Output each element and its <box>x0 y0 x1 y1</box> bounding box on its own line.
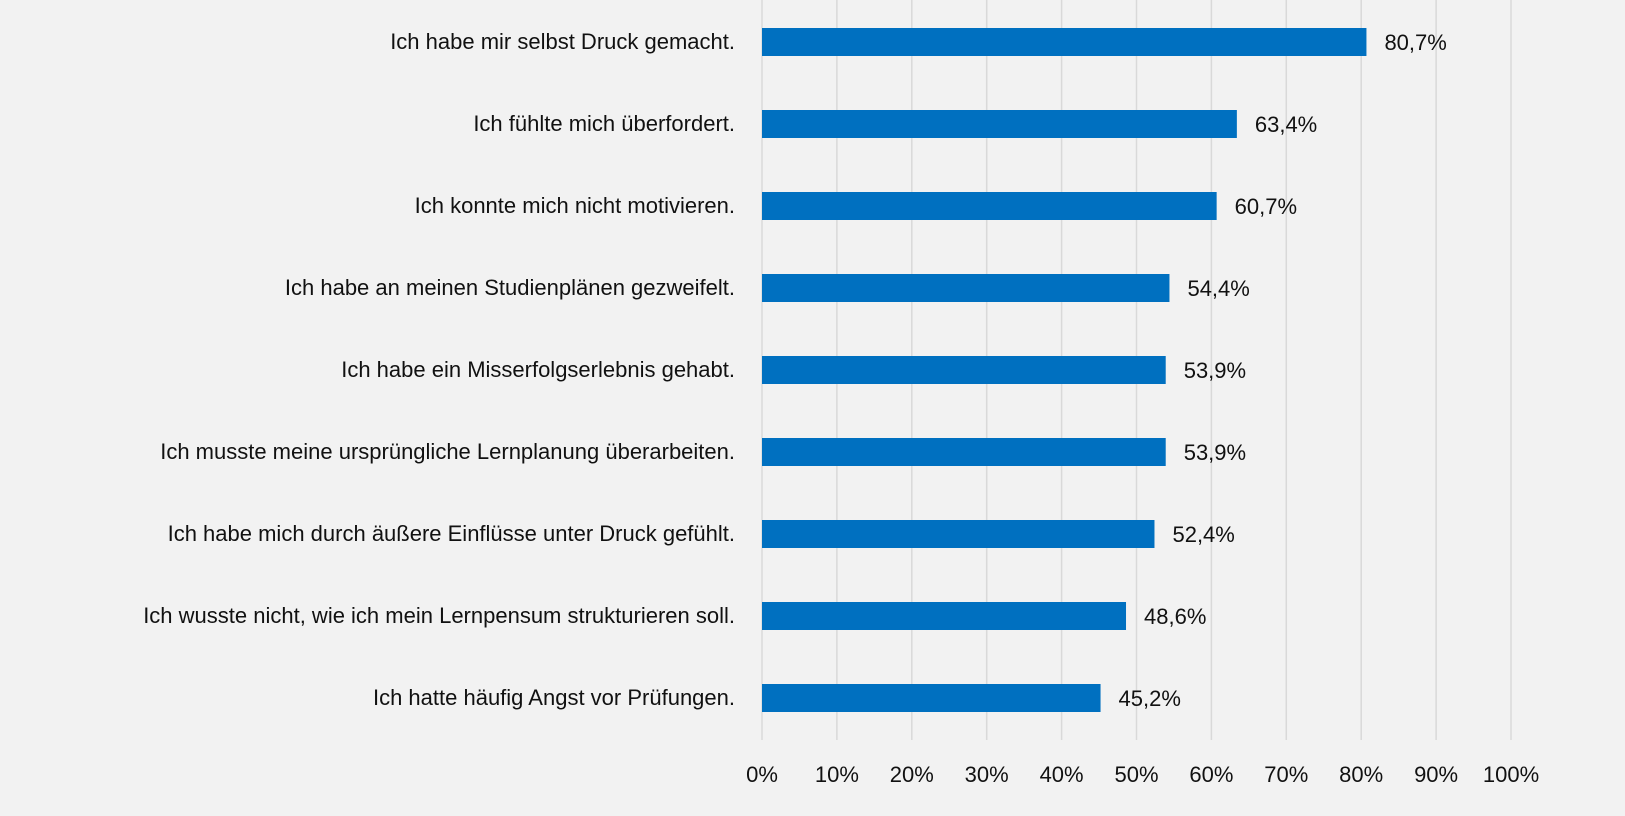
category-text: Ich wusste nicht, wie ich mein Lernpensu… <box>143 603 735 628</box>
x-tick-label: 60% <box>1189 762 1233 787</box>
data-label: 53,9% <box>1184 358 1246 383</box>
bar <box>762 438 1166 466</box>
x-tick-label: 30% <box>965 762 1009 787</box>
x-tick-label: 10% <box>815 762 859 787</box>
y-tick-label: Ich habe mir selbst Druck gemacht. <box>0 27 735 57</box>
x-tick-label: 90% <box>1414 762 1458 787</box>
category-text: Ich habe mir selbst Druck gemacht. <box>390 29 735 54</box>
x-tick-label: 70% <box>1264 762 1308 787</box>
data-label: 60,7% <box>1235 194 1297 219</box>
x-tick-label: 20% <box>890 762 934 787</box>
bar <box>762 192 1217 220</box>
bar <box>762 28 1367 56</box>
category-text: Ich hatte häufig Angst vor Prüfungen. <box>372 685 735 710</box>
data-label: 53,9% <box>1184 440 1246 465</box>
data-label: 48,6% <box>1144 604 1206 629</box>
y-tick-label: Ich konnte mich nicht motivieren. <box>0 191 735 221</box>
data-label: 63,4% <box>1255 112 1317 137</box>
category-text: Ich fühlte mich überfordert. <box>473 111 735 136</box>
data-label: 45,2% <box>1119 686 1181 711</box>
data-label: 80,7% <box>1384 30 1446 55</box>
y-tick-label: Ich habe ein Misserfolgserlebnis gehabt. <box>0 355 735 385</box>
data-label: 52,4% <box>1172 522 1234 547</box>
y-tick-label: Ich hatte häufig Angst vor Prüfungen. <box>0 683 735 713</box>
x-tick-label: 40% <box>1040 762 1084 787</box>
data-label: 54,4% <box>1187 276 1249 301</box>
category-text: Ich habe an meinen Studienplänen gezweif… <box>284 275 735 300</box>
y-tick-label: Ich fühlte mich überfordert. <box>0 109 735 139</box>
category-text: Ich habe ein Misserfolgserlebnis gehabt. <box>341 357 735 382</box>
category-text: Ich habe mich durch äußere Einflüsse unt… <box>167 521 735 546</box>
bar <box>762 274 1170 302</box>
x-tick-label: 0% <box>746 762 778 787</box>
x-tick-label: 100% <box>1483 762 1539 787</box>
bar <box>762 110 1237 138</box>
x-tick-label: 80% <box>1339 762 1383 787</box>
y-tick-label: Ich wusste nicht, wie ich mein Lernpensu… <box>0 601 735 631</box>
y-tick-label: Ich habe an meinen Studienplänen gezweif… <box>0 273 735 303</box>
y-tick-label: Ich musste meine ursprüngliche Lernplanu… <box>0 437 735 467</box>
bar <box>762 602 1127 630</box>
bar <box>762 684 1101 712</box>
category-text: Ich musste meine ursprüngliche Lernplanu… <box>160 439 735 464</box>
bar <box>762 356 1166 384</box>
y-tick-label: Ich habe mich durch äußere Einflüsse unt… <box>0 519 735 549</box>
bar <box>762 520 1155 548</box>
category-text: Ich konnte mich nicht motivieren. <box>414 193 735 218</box>
x-tick-label: 50% <box>1114 762 1158 787</box>
